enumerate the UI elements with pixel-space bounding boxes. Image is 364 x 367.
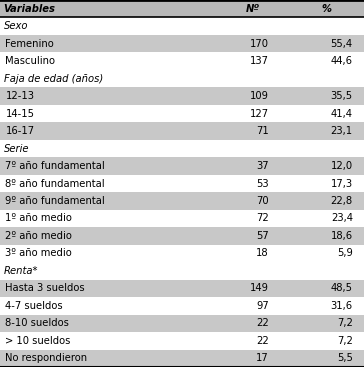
Text: 23,1: 23,1 xyxy=(331,126,353,136)
Text: 23,4: 23,4 xyxy=(331,214,353,224)
Text: 70: 70 xyxy=(256,196,269,206)
Text: 71: 71 xyxy=(256,126,269,136)
Text: 97: 97 xyxy=(256,301,269,311)
Text: 48,5: 48,5 xyxy=(331,283,353,293)
Text: 72: 72 xyxy=(256,214,269,224)
Bar xyxy=(0,262,364,280)
Text: 55,4: 55,4 xyxy=(331,39,353,49)
Bar xyxy=(0,175,364,192)
Text: 22: 22 xyxy=(256,336,269,346)
Text: 35,5: 35,5 xyxy=(331,91,353,101)
Bar xyxy=(0,122,364,140)
Bar xyxy=(0,280,364,297)
Text: Serie: Serie xyxy=(4,143,29,153)
Bar xyxy=(0,18,364,35)
Text: 37: 37 xyxy=(256,161,269,171)
Text: 57: 57 xyxy=(256,231,269,241)
Text: 149: 149 xyxy=(250,283,269,293)
Bar xyxy=(0,35,364,52)
Text: > 10 sueldos: > 10 sueldos xyxy=(5,336,71,346)
Bar xyxy=(0,0,364,18)
Text: 1º año medio: 1º año medio xyxy=(5,214,72,224)
Text: 3º año medio: 3º año medio xyxy=(5,248,72,258)
Text: 127: 127 xyxy=(250,109,269,119)
Text: 22: 22 xyxy=(256,318,269,328)
Text: 12-13: 12-13 xyxy=(5,91,35,101)
Bar xyxy=(0,52,364,70)
Text: 18,6: 18,6 xyxy=(331,231,353,241)
Bar xyxy=(0,245,364,262)
Bar xyxy=(0,315,364,332)
Text: 22,8: 22,8 xyxy=(331,196,353,206)
Text: 5,5: 5,5 xyxy=(337,353,353,363)
Text: Faja de edad (años): Faja de edad (años) xyxy=(4,74,103,84)
Text: 5,9: 5,9 xyxy=(337,248,353,258)
Text: Nº: Nº xyxy=(246,4,260,14)
Bar xyxy=(0,140,364,157)
Text: Sexo: Sexo xyxy=(4,21,28,31)
Text: 41,4: 41,4 xyxy=(331,109,353,119)
Text: Renta*: Renta* xyxy=(4,266,38,276)
Text: 12,0: 12,0 xyxy=(331,161,353,171)
Text: Hasta 3 sueldos: Hasta 3 sueldos xyxy=(5,283,85,293)
Bar xyxy=(0,157,364,175)
Text: 9º año fundamental: 9º año fundamental xyxy=(5,196,105,206)
Text: No respondieron: No respondieron xyxy=(5,353,88,363)
Text: 170: 170 xyxy=(250,39,269,49)
Text: 17: 17 xyxy=(256,353,269,363)
Bar xyxy=(0,70,364,87)
Text: 137: 137 xyxy=(250,56,269,66)
Bar xyxy=(0,297,364,315)
Bar xyxy=(0,332,364,349)
Text: 31,6: 31,6 xyxy=(331,301,353,311)
Bar xyxy=(0,87,364,105)
Bar xyxy=(0,192,364,210)
Bar xyxy=(0,227,364,245)
Text: 53: 53 xyxy=(256,178,269,189)
Text: 18: 18 xyxy=(256,248,269,258)
Bar xyxy=(0,349,364,367)
Text: 16-17: 16-17 xyxy=(5,126,35,136)
Text: 7,2: 7,2 xyxy=(337,336,353,346)
Text: 8º año fundamental: 8º año fundamental xyxy=(5,178,105,189)
Text: 4-7 sueldos: 4-7 sueldos xyxy=(5,301,63,311)
Text: 17,3: 17,3 xyxy=(331,178,353,189)
Text: 2º año medio: 2º año medio xyxy=(5,231,72,241)
Text: 7º año fundamental: 7º año fundamental xyxy=(5,161,105,171)
Bar xyxy=(0,210,364,227)
Text: Femenino: Femenino xyxy=(5,39,54,49)
Text: Variables: Variables xyxy=(4,4,56,14)
Text: 109: 109 xyxy=(250,91,269,101)
Text: %: % xyxy=(322,4,332,14)
Bar xyxy=(0,105,364,122)
Text: 14-15: 14-15 xyxy=(5,109,35,119)
Text: Masculino: Masculino xyxy=(5,56,55,66)
Text: 8-10 sueldos: 8-10 sueldos xyxy=(5,318,69,328)
Text: 7,2: 7,2 xyxy=(337,318,353,328)
Text: 44,6: 44,6 xyxy=(331,56,353,66)
